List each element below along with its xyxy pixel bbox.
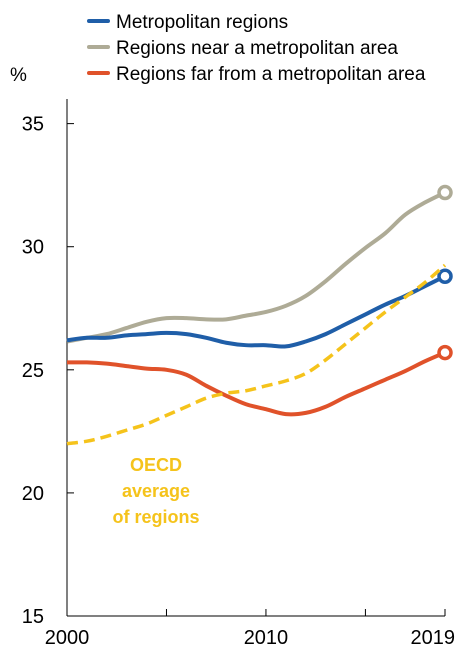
series-end-marker [437, 268, 453, 285]
series-line [66, 274, 446, 349]
y-tick-label: 30 [22, 237, 44, 259]
axes: % 15 20 25 30 35 2000 2010 2019 [10, 65, 456, 649]
legend-label: Regions far from a metropolitan area [116, 64, 426, 85]
x-tick-label: 2000 [45, 627, 90, 648]
y-tick-label: 20 [22, 483, 44, 505]
y-axis-label: % [10, 65, 27, 86]
annotation-text: average [122, 481, 190, 501]
y-tick-label: 15 [22, 606, 44, 628]
series-line [66, 350, 446, 417]
y-tick-label: 35 [22, 114, 44, 136]
legend: Metropolitan regions Regions near a metro… [87, 12, 426, 85]
x-tick-label: 2019 [411, 627, 456, 648]
series-end-marker [437, 344, 453, 361]
series-line [66, 263, 447, 446]
legend-label: Regions near a metropolitan area [116, 38, 398, 59]
annotation-group: OECD average of regions [112, 455, 199, 527]
y-tick-label: 25 [22, 360, 44, 382]
series-group [66, 184, 453, 446]
series-line [66, 190, 446, 344]
annotation-text: OECD [130, 455, 182, 475]
legend-label: Metropolitan regions [116, 12, 288, 33]
series-end-marker [437, 184, 453, 201]
annotation-text: of regions [112, 507, 199, 527]
x-tick-label: 2010 [244, 627, 289, 648]
